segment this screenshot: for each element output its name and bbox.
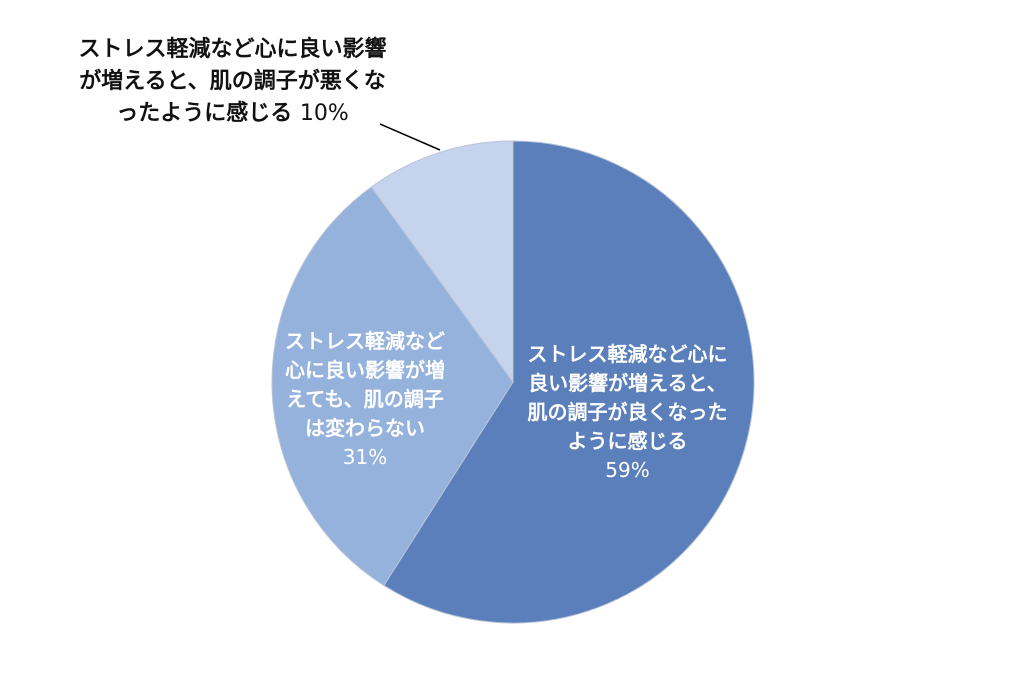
category-label: ストレス軽減など心に良い影響が増えても、肌の調子は変わらない (285, 329, 445, 440)
category-label: ストレス軽減など心に良い影響が増えると、肌の調子が悪くなったように感じる (78, 37, 387, 126)
percent-label: 59% (605, 458, 650, 482)
leader-line (379, 123, 441, 151)
percent-label: 10% (299, 100, 349, 126)
slice-label: ストレス軽減など心に良い影響が増えると、肌の調子が良くなったように感じる 59% (520, 340, 735, 485)
pie-slice (383, 140, 755, 624)
slice-label: ストレス軽減など心に良い影響が増えると、肌の調子が悪くなったように感じる 10% (75, 34, 390, 130)
pie-slice (271, 186, 514, 587)
pie-slice (370, 140, 514, 384)
slice-label: ストレス軽減など心に良い影響が増えても、肌の調子は変わらない 31% (280, 327, 450, 472)
percent-label: 31% (342, 445, 388, 469)
category-label: ストレス軽減など心に良い影響が増えると、肌の調子が良くなったように感じる (527, 342, 728, 453)
